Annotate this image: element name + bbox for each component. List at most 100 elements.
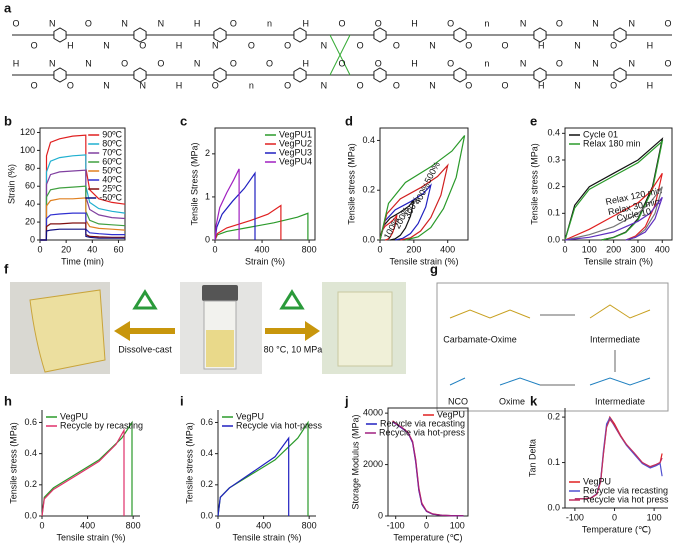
atom-label: n [484,18,489,28]
legend-label: Recycle by recasting [60,420,143,430]
y-tick-label: 2 [205,148,210,158]
legend-label: Recycle via hot-press [379,427,466,437]
scheme-frame [436,282,669,412]
atom-label: O [230,18,237,28]
legend-label: VegPU [60,411,88,421]
scheme-label: Intermediate [595,396,645,406]
y-tick-label: 0.2 [547,411,560,421]
y-tick-label: 0.0 [200,510,213,520]
atom-label: N [574,80,581,90]
x-tick-label: 20 [61,244,71,254]
x-axis-label: Tensile strain (%) [584,256,653,266]
atom-label: O [338,18,345,28]
y-tick-label: 0.2 [24,479,37,489]
x-tick-label: 300 [630,244,645,254]
y-axis-label: Tensile stress (MPa) [184,422,194,504]
atom-label: H [176,40,183,50]
panel-label: c [180,113,187,128]
atom-label: O [284,80,291,90]
atom-label: O [465,40,472,50]
series-line [41,420,133,517]
atom-label: O [447,58,454,68]
atom-label: O [393,80,400,90]
y-tick-label: 0.1 [547,457,560,467]
atom-label: O [375,18,382,28]
panel-label: g [430,261,438,276]
y-axis-label: Tan Delta [527,439,537,477]
x-tick-label: 0 [212,244,217,254]
x-axis-label: Tensile strain (%) [232,532,301,542]
panel-label: a [4,0,12,15]
x-tick-label: 40 [87,244,97,254]
atom-label: O [139,40,146,50]
atom-label: H [647,80,654,90]
x-tick-label: 0 [562,244,567,254]
legend-label: VegPU [583,476,611,486]
ring [293,67,307,83]
x-axis-label: Strain (%) [245,256,285,266]
atom-label: N [212,40,219,50]
atom-label: N [49,58,56,68]
atom-label: H [411,58,418,68]
ring [293,27,307,43]
legend-label: Cycle 01 [583,129,618,139]
atom-label: N [592,18,599,28]
y-tick-label: 0.0 [547,234,560,244]
y-tick-label: 0.4 [547,128,560,138]
y-tick-label: 0.4 [24,448,37,458]
x-tick-label: 800 [126,520,141,530]
scheme-label: Oxime [499,396,525,406]
panel-label: j [344,393,349,408]
series-line [214,168,240,241]
atom-label: O [447,18,454,28]
atom-label: O [664,58,671,68]
atom-label: O [266,58,273,68]
legend-label: VegPU [236,411,264,421]
ring [53,27,67,43]
series-line [214,212,309,241]
atom-label: O [610,80,617,90]
x-tick-label: 100 [647,512,662,522]
ring [453,27,467,43]
y-tick-label: 4000 [363,408,383,418]
x-axis-label: Tensile strain (%) [56,532,125,542]
ring [533,67,547,83]
atom-label: H [176,80,183,90]
y-tick-label: 0 [30,234,35,244]
legend-label: VegPU4 [279,156,312,166]
atom-label: H [303,58,310,68]
atom-label: O [610,40,617,50]
series-line [564,139,664,241]
legend-label: Recycle via hot-press [236,420,323,430]
series-line [379,163,449,241]
atom-label: N [49,18,56,28]
ring [133,67,147,83]
atom-label: O [31,80,38,90]
legend-label: Relax 180 min [583,138,641,148]
y-tick-label: 1 [205,191,210,201]
series-line [379,214,398,241]
series-line [40,228,125,241]
atom-label: N [520,18,527,28]
atom-label: H [411,18,418,28]
panel-label: f [4,261,9,276]
series-line [564,196,663,241]
atom-label: O [31,40,38,50]
series-line [41,428,125,517]
series-line [40,197,126,241]
series-line [217,420,309,517]
y-tick-label: 60 [25,181,35,191]
atom-label: N [103,80,110,90]
y-tick-label: 120 [20,127,35,137]
legend-label: VegPU3 [279,147,312,157]
series-line [40,134,126,241]
y-tick-label: 0.2 [547,181,560,191]
atom-label: N [592,58,599,68]
atom-label: H [647,40,654,50]
atom-label: O [85,18,92,28]
plot-frame [214,127,316,241]
atom-label: O [393,40,400,50]
atom-label: N [121,18,128,28]
legend-label: Recycle via recasting [583,485,668,495]
atom-label: n [484,58,489,68]
